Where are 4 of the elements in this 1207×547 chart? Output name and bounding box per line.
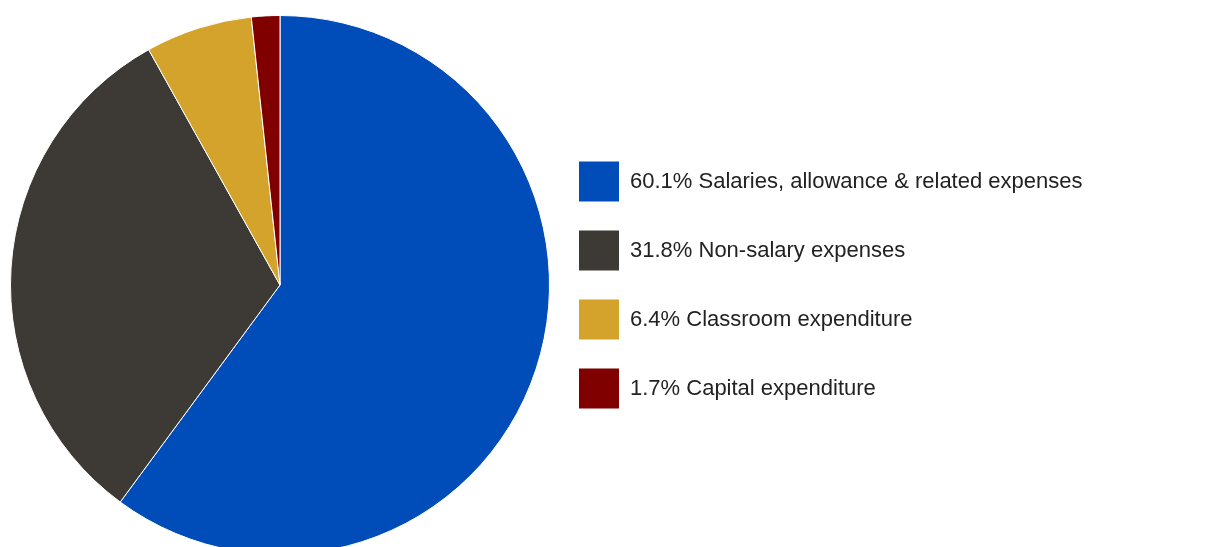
legend-label: 31.8% Non-salary expenses	[630, 236, 906, 262]
legend-label: 1.7% Capital expenditure	[630, 374, 876, 400]
legend-label: 60.1% Salaries, allowance & related expenses	[630, 167, 1083, 193]
legend-label: 6.4% Classroom expenditure	[630, 305, 913, 331]
